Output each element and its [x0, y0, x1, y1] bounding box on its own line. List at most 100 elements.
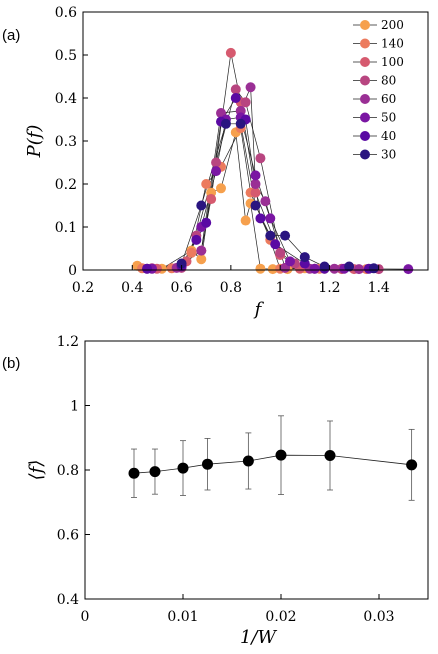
legend-marker — [360, 20, 370, 30]
legend-marker — [360, 38, 370, 49]
data-point — [206, 194, 217, 205]
data-point — [275, 247, 286, 258]
legend-item-40: 40 — [353, 129, 396, 143]
data-point — [260, 196, 271, 207]
data-point — [250, 179, 261, 189]
panel-a-x-ticks: 0.2 0.4 0.6 0.8 1 1.2 1.4 — [72, 265, 390, 296]
legend-label: 140 — [381, 37, 404, 51]
legend-marker — [360, 94, 370, 104]
data-point — [201, 179, 212, 189]
data-point — [265, 230, 276, 241]
data-point — [191, 234, 202, 245]
series-200-line — [137, 132, 325, 270]
data-point — [225, 47, 236, 58]
panel-a-y-tick-label: 0.4 — [55, 91, 77, 107]
panel-a-y-tick-label: 0.3 — [55, 134, 77, 150]
legend-marker — [360, 149, 370, 160]
data-point — [275, 449, 287, 461]
series-80-markers — [147, 84, 384, 275]
data-point — [128, 467, 140, 479]
data-point — [255, 213, 266, 224]
panel-a-y-tick-label: 0.5 — [55, 48, 77, 64]
legend-item-30: 30 — [353, 148, 396, 162]
panel-a-x-tick-label: 0.6 — [170, 280, 192, 296]
mean-f-line — [133, 454, 412, 474]
legend-marker — [360, 57, 370, 67]
legend-marker — [360, 112, 370, 123]
panel-b-x-tick-label: 0.01 — [167, 609, 198, 625]
panel-a-label: (a) — [2, 27, 20, 44]
panel-b-label: (b) — [2, 355, 20, 372]
data-point — [403, 264, 414, 275]
panel-b-y-ticks: 0.4 0.6 0.8 1 1.2 — [57, 334, 90, 608]
legend-label: 50 — [381, 111, 396, 125]
panel-a-plot-area — [132, 47, 414, 275]
data-point — [242, 455, 254, 467]
data-point — [142, 263, 153, 274]
series-200 — [137, 132, 325, 270]
data-point — [196, 245, 207, 256]
panel-a: (a) 0.2 0.4 0.6 0.8 1 1.2 1.4 0 0.1 0.2 0.3 0.4 0.5… — [2, 5, 429, 320]
data-point — [245, 82, 256, 93]
panel-b-y-axis-label: ⟨f⟩ — [26, 460, 47, 481]
data-point — [285, 256, 295, 267]
series-100-markers — [151, 47, 360, 275]
data-point — [250, 187, 261, 198]
data-point — [211, 157, 222, 168]
data-point — [324, 449, 336, 461]
legend-item-50: 50 — [353, 111, 396, 125]
data-point — [196, 254, 207, 265]
panel-a-x-tick-label: 1.2 — [318, 280, 340, 296]
data-point — [250, 200, 261, 211]
legend-label: 100 — [381, 55, 404, 69]
data-point — [309, 263, 320, 274]
data-point — [240, 97, 251, 108]
panel-a-y-tick-label: 0.2 — [55, 177, 77, 193]
legend-marker — [360, 75, 370, 86]
legend-label: 40 — [381, 129, 396, 143]
data-point — [255, 263, 266, 274]
data-point — [255, 153, 266, 164]
data-point — [270, 239, 281, 250]
panel-a-x-tick-label: 0.4 — [121, 280, 143, 296]
series-80-line — [151, 88, 379, 270]
legend-item-140: 140 — [353, 37, 404, 51]
legend-item-200: 200 — [353, 18, 404, 32]
data-point — [186, 247, 197, 258]
data-point — [299, 252, 310, 263]
data-point — [406, 459, 418, 471]
legend-label: 80 — [381, 74, 396, 88]
data-point — [240, 215, 251, 226]
data-point — [368, 263, 379, 274]
panel-b-plot-area — [128, 415, 418, 501]
series-30-markers — [176, 118, 379, 274]
panel-a-x-axis-label: f — [253, 299, 265, 320]
data-point — [230, 93, 241, 103]
data-point — [265, 213, 276, 224]
data-point — [250, 170, 261, 181]
panel-a-y-tick-label: 0.6 — [55, 5, 77, 21]
legend-item-80: 80 — [353, 74, 396, 88]
panel-a-legend: 200 140 100 80 60 50 40 30 — [353, 18, 404, 162]
data-point — [201, 217, 212, 228]
data-point — [267, 264, 278, 275]
data-point — [280, 230, 291, 241]
data-point — [216, 183, 226, 194]
panel-a-y-tick-label: 0.1 — [55, 220, 77, 236]
panel-a-y-ticks: 0 0.1 0.2 0.3 0.4 0.5 0.6 — [55, 5, 88, 279]
data-point — [176, 258, 187, 269]
legend-item-60: 60 — [353, 92, 396, 106]
panel-b-x-tick-label: 0 — [81, 609, 90, 625]
data-point — [344, 261, 355, 272]
data-point — [329, 263, 340, 274]
series-80 — [151, 88, 379, 270]
panel-a-x-tick-label: 1 — [276, 280, 285, 296]
panel-a-y-axis-label: P(f) — [24, 125, 45, 159]
data-point — [235, 118, 246, 129]
data-point — [319, 261, 330, 272]
legend-label: 60 — [381, 92, 396, 106]
panel-a-y-tick-label: 0 — [68, 263, 77, 279]
data-point — [220, 118, 231, 129]
panel-b-x-axis-label: 1/W — [240, 627, 278, 648]
